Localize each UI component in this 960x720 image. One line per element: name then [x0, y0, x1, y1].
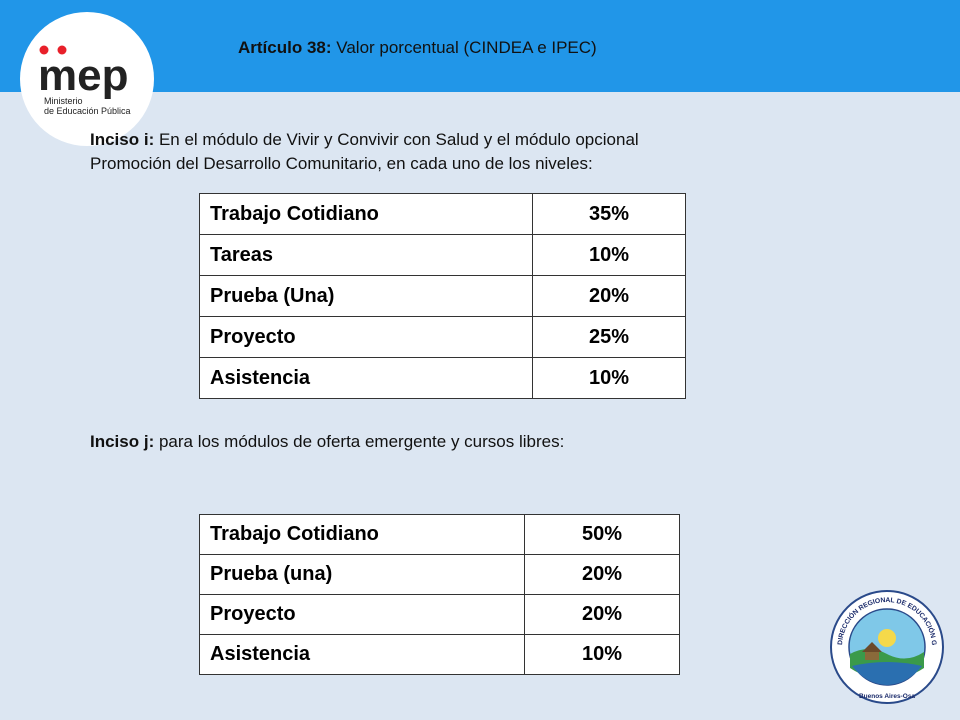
- table-cell-label: Trabajo Cotidiano: [199, 193, 533, 235]
- inciso-i-text-line1: En el módulo de Vivir y Convivir con Sal…: [154, 130, 639, 149]
- logo-line-1: Ministerio: [44, 96, 83, 106]
- table-row: Asistencia 10%: [199, 634, 680, 675]
- logo-brand-m: mep: [38, 51, 128, 100]
- table-cell-value: 10%: [532, 357, 686, 399]
- table-row: Proyecto 20%: [199, 594, 680, 635]
- table-cell-label: Trabajo Cotidiano: [199, 514, 525, 555]
- inciso-i-label: Inciso i:: [90, 130, 155, 149]
- table-cell-value: 20%: [532, 275, 686, 317]
- table-row: Proyecto 25%: [199, 316, 686, 358]
- inciso-j-paragraph: Inciso j: para los módulos de oferta eme…: [90, 430, 564, 454]
- table-cell-label: Prueba (una): [199, 554, 525, 595]
- table-cell-label: Proyecto: [199, 594, 525, 635]
- inciso-i-paragraph: Inciso i: En el módulo de Vivir y Conviv…: [90, 128, 639, 176]
- table-cell-label: Prueba (Una): [199, 275, 533, 317]
- table-cell-label: Proyecto: [199, 316, 533, 358]
- percentage-table-2: Trabajo Cotidiano 50% Prueba (una) 20% Pro…: [199, 514, 680, 675]
- table-cell-value: 20%: [524, 554, 680, 595]
- slide-title: Artículo 38: Valor porcentual (CINDEA e …: [238, 38, 597, 58]
- header-bar: [0, 0, 960, 92]
- table-cell-value: 10%: [532, 234, 686, 276]
- table-cell-label: Asistencia: [199, 357, 533, 399]
- table-cell-label: Tareas: [199, 234, 533, 276]
- percentage-table-1: Trabajo Cotidiano 35% Tareas 10% Prueba (U…: [199, 193, 686, 399]
- seal-bottom-text: Buenos Aires-Osa: [859, 693, 915, 700]
- table-row: Asistencia 10%: [199, 357, 686, 399]
- table-cell-value: 50%: [524, 514, 680, 555]
- table-row: Prueba (una) 20%: [199, 554, 680, 595]
- table-cell-value: 10%: [524, 634, 680, 675]
- table-row: Prueba (Una) 20%: [199, 275, 686, 317]
- table-cell-value: 20%: [524, 594, 680, 635]
- mep-logo: mep: [38, 45, 128, 100]
- title-description: Valor porcentual (CINDEA e IPEC): [331, 38, 597, 57]
- table-cell-label: Asistencia: [199, 634, 525, 675]
- table-row: Trabajo Cotidiano 35%: [199, 193, 686, 235]
- regional-seal: DIRECCIÓN REGIONAL DE EDUCACIÓN GRANDE D…: [828, 588, 944, 704]
- table-cell-value: 25%: [532, 316, 686, 358]
- logo-badge: [20, 12, 154, 146]
- inciso-j-label: Inciso j:: [90, 432, 155, 451]
- inciso-j-text: para los módulos de oferta emergente y c…: [154, 432, 565, 451]
- table-cell-value: 35%: [532, 193, 686, 235]
- table-row: Tareas 10%: [199, 234, 686, 276]
- table-row: Trabajo Cotidiano 50%: [199, 514, 680, 555]
- title-article-number: Artículo 38:: [238, 38, 332, 57]
- logo-line-2: de Educación Pública: [44, 106, 131, 116]
- inciso-i-text-line2: Promoción del Desarrollo Comunitario, en…: [90, 154, 593, 173]
